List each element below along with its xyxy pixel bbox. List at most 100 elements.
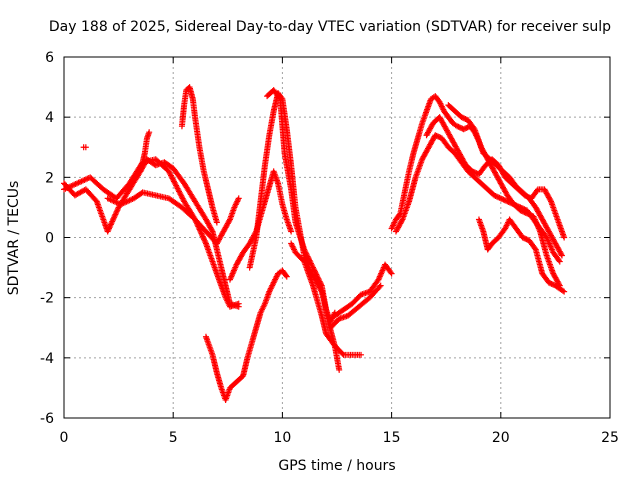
series-track-9 xyxy=(202,267,290,403)
data-point xyxy=(432,132,439,139)
data-point xyxy=(526,211,533,218)
data-point xyxy=(497,195,504,202)
chart-title: Day 188 of 2025, Sidereal Day-to-day VTE… xyxy=(49,19,611,35)
data-point xyxy=(276,94,283,101)
data-point xyxy=(521,192,528,199)
y-tick-label: 4 xyxy=(45,110,54,126)
data-point xyxy=(461,115,468,122)
y-tick-label: 2 xyxy=(45,170,54,186)
x-tick-label: 10 xyxy=(273,430,291,446)
data-point xyxy=(493,193,500,200)
data-point xyxy=(518,208,525,215)
data-marks xyxy=(61,84,568,403)
data-point xyxy=(470,168,477,175)
data-point xyxy=(306,257,313,264)
data-point xyxy=(436,134,443,141)
data-point xyxy=(524,210,531,217)
series-track-18 xyxy=(475,216,568,295)
series-track-19 xyxy=(445,102,563,289)
data-point xyxy=(527,212,534,219)
data-point xyxy=(491,192,498,199)
data-point xyxy=(282,272,289,279)
data-point xyxy=(314,274,321,281)
data-point xyxy=(558,252,565,259)
data-point xyxy=(501,197,508,204)
data-point xyxy=(462,115,469,122)
series-track-16 xyxy=(392,132,563,265)
data-point xyxy=(520,208,527,215)
data-point xyxy=(454,123,461,130)
data-point xyxy=(531,245,538,252)
data-point xyxy=(517,207,524,214)
data-point xyxy=(522,209,529,216)
data-point xyxy=(459,114,466,121)
y-tick-label: 0 xyxy=(45,231,54,247)
data-point xyxy=(213,219,220,226)
data-point xyxy=(496,194,503,201)
data-point xyxy=(458,124,465,131)
data-point xyxy=(303,252,310,259)
data-point xyxy=(313,271,320,278)
y-tick-label: 6 xyxy=(45,50,54,66)
y-tick-label: -6 xyxy=(40,411,54,427)
data-point xyxy=(316,277,323,284)
data-point xyxy=(549,281,556,288)
data-point xyxy=(309,264,316,271)
data-point xyxy=(315,275,322,282)
data-point xyxy=(433,132,440,139)
series-track-17 xyxy=(423,114,568,241)
data-point xyxy=(559,287,566,294)
data-point xyxy=(208,227,215,234)
data-point xyxy=(558,251,565,258)
series-track-12 xyxy=(288,240,365,358)
tick-labels: 0 5 10 15 20 25 -6 -4 -2 0 2 4 6 xyxy=(40,50,619,446)
series-track-5 xyxy=(80,144,89,151)
data-point xyxy=(235,300,242,307)
x-tick-label: 0 xyxy=(60,430,69,446)
data-point xyxy=(312,270,319,277)
data-point xyxy=(455,123,462,130)
data-point xyxy=(388,270,395,277)
data-point xyxy=(317,279,324,286)
data-point xyxy=(561,288,568,295)
data-point xyxy=(336,366,343,373)
data-point xyxy=(548,280,555,287)
data-point xyxy=(523,236,530,243)
data-point xyxy=(523,192,530,199)
data-point xyxy=(305,256,312,263)
data-point xyxy=(547,280,554,287)
y-tick-label: -4 xyxy=(40,351,54,367)
data-point xyxy=(522,235,529,242)
data-point xyxy=(500,196,507,203)
data-point xyxy=(288,228,295,235)
series-track-3 xyxy=(104,189,220,247)
data-point xyxy=(301,247,308,254)
data-point xyxy=(525,211,532,218)
x-axis-label: GPS time / hours xyxy=(278,458,395,474)
series-track-10 xyxy=(246,90,338,325)
data-point xyxy=(226,217,233,224)
data-point xyxy=(235,195,242,202)
data-point xyxy=(301,246,308,253)
data-point xyxy=(495,194,502,201)
data-point xyxy=(469,168,476,175)
series-track-7 xyxy=(213,195,242,247)
data-point xyxy=(521,209,528,216)
data-point xyxy=(460,126,467,133)
data-point xyxy=(556,282,563,289)
data-point xyxy=(308,261,315,268)
series-track-4 xyxy=(137,129,153,175)
data-point xyxy=(461,125,468,132)
data-point xyxy=(283,273,290,280)
data-point xyxy=(556,281,563,288)
data-point xyxy=(311,268,318,275)
data-point xyxy=(377,282,384,289)
data-point xyxy=(318,281,325,288)
data-point xyxy=(492,192,499,199)
data-point xyxy=(302,249,309,256)
x-tick-label: 5 xyxy=(169,430,178,446)
data-point xyxy=(358,351,365,358)
data-point xyxy=(309,263,316,270)
series-track-11 xyxy=(264,87,343,373)
data-point xyxy=(304,253,311,260)
